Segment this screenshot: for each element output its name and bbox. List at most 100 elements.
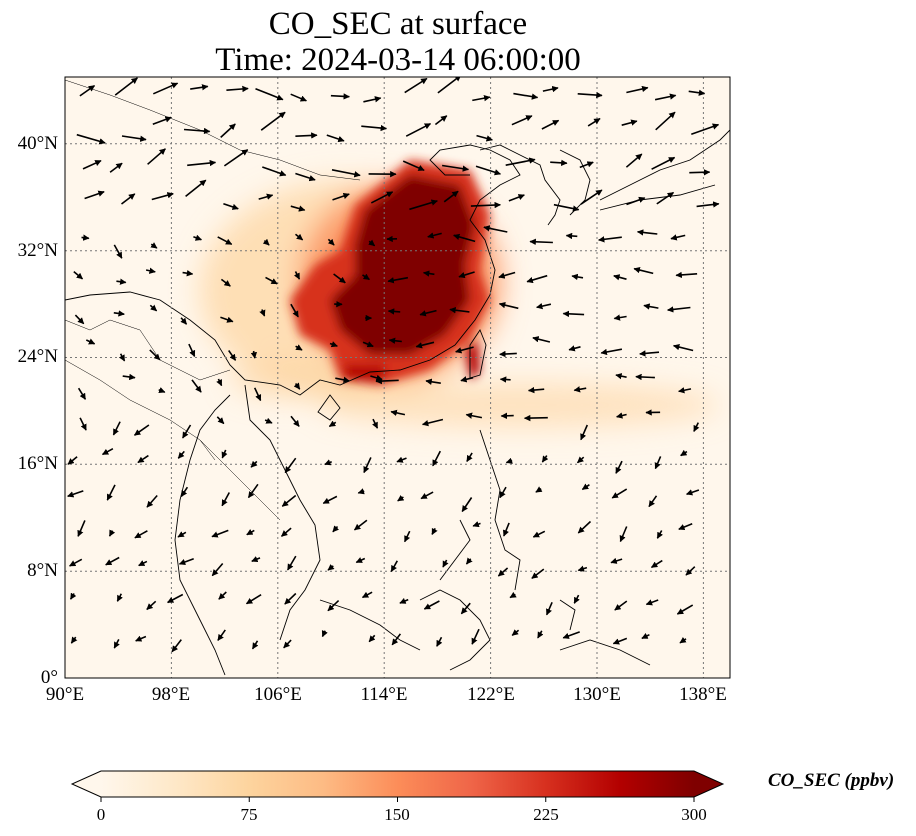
wind-arrow xyxy=(284,592,297,605)
wind-arrow xyxy=(370,191,394,204)
wind-arrow xyxy=(655,111,676,131)
wind-arrow xyxy=(550,159,568,167)
wind-arrow xyxy=(455,346,474,354)
wind-arrow xyxy=(79,417,87,431)
wind-arrow xyxy=(333,273,346,284)
wind-arrow xyxy=(250,350,258,359)
wind-arrow xyxy=(693,422,700,432)
wind-arrow xyxy=(678,522,693,531)
wind-arrow xyxy=(523,414,548,422)
wind-arrow xyxy=(598,236,622,243)
wind-arrow xyxy=(511,629,520,637)
wind-arrow xyxy=(472,521,481,528)
wind-arrow xyxy=(636,229,658,236)
wind-arrow xyxy=(498,271,516,279)
wind-arrow xyxy=(396,456,407,463)
wind-arrow xyxy=(497,567,509,577)
wind-arrow xyxy=(696,201,720,208)
wind-arrow xyxy=(509,591,517,599)
x-tick-label: 106°E xyxy=(254,684,302,705)
wind-arrow xyxy=(499,486,507,499)
wind-arrow xyxy=(404,77,428,94)
wind-arrow xyxy=(419,309,437,317)
map-frame xyxy=(64,76,731,679)
wind-arrow xyxy=(402,160,425,172)
wind-arrow xyxy=(287,555,297,571)
x-tick-label: 138°E xyxy=(679,684,727,705)
wind-arrow xyxy=(167,593,184,604)
wind-arrow xyxy=(228,350,237,361)
wind-arrow xyxy=(135,635,147,642)
wind-arrow xyxy=(670,234,686,241)
wind-arrow xyxy=(577,91,603,99)
wind-arrow xyxy=(535,486,543,493)
wind-arrow xyxy=(218,591,227,600)
wind-arrow xyxy=(327,564,335,571)
wind-arrow xyxy=(391,633,402,646)
wind-arrow xyxy=(399,597,409,604)
x-tick-label: 130°E xyxy=(573,684,621,705)
wind-arrow xyxy=(635,373,655,381)
wind-arrow xyxy=(372,418,379,429)
wind-arrow xyxy=(425,378,441,385)
wind-arrow xyxy=(180,486,189,498)
wind-arrow xyxy=(113,244,123,259)
wind-arrow xyxy=(580,424,589,441)
wind-arrow xyxy=(70,636,78,644)
wind-arrow xyxy=(513,92,539,100)
wind-arrow xyxy=(223,202,239,210)
wind-vectors xyxy=(67,77,720,653)
x-tick-label: 122°E xyxy=(467,684,515,705)
wind-arrow xyxy=(626,85,649,94)
wind-arrow xyxy=(328,420,337,428)
wind-arrow xyxy=(434,115,448,126)
wind-arrow xyxy=(220,316,234,323)
wind-arrow xyxy=(390,409,406,417)
wind-arrow xyxy=(74,314,85,325)
wind-arrow xyxy=(654,456,662,470)
wind-arrow xyxy=(600,348,623,356)
wind-arrow xyxy=(211,529,229,538)
wind-arrow xyxy=(651,156,676,170)
wind-arrow xyxy=(685,489,700,496)
wind-arrow xyxy=(152,116,172,126)
wind-arrow xyxy=(420,491,434,500)
wind-arrow xyxy=(529,238,553,246)
wind-arrow xyxy=(691,123,720,136)
wind-arrow xyxy=(423,600,440,610)
wind-arrow xyxy=(73,270,84,280)
wind-arrow xyxy=(262,238,270,246)
wind-arrow xyxy=(573,594,580,604)
wind-arrow xyxy=(182,270,194,277)
wind-arrow xyxy=(259,309,266,317)
wind-arrow xyxy=(221,449,228,459)
wind-arrow xyxy=(573,386,587,393)
wind-arrow xyxy=(458,271,475,279)
wind-arrow xyxy=(327,600,340,612)
wind-arrow xyxy=(77,520,86,537)
wind-arrow xyxy=(216,378,223,387)
wind-arrow xyxy=(650,559,663,569)
wind-arrow xyxy=(476,134,493,142)
colorbar-gradient xyxy=(101,771,694,797)
wind-arrow xyxy=(577,520,592,534)
wind-arrow xyxy=(146,494,158,508)
wind-arrow xyxy=(499,350,517,358)
wind-arrow xyxy=(112,421,121,436)
wind-arrow xyxy=(427,232,442,239)
wind-arrow xyxy=(667,306,691,313)
wind-arrow xyxy=(284,457,297,474)
wind-arrow xyxy=(688,89,706,96)
wind-arrow xyxy=(294,233,304,241)
wind-arrow xyxy=(253,387,262,402)
wind-arrow xyxy=(541,119,560,130)
wind-arrow xyxy=(415,341,435,349)
wind-arrow xyxy=(152,82,179,95)
wind-arrow xyxy=(353,519,368,531)
wind-arrow xyxy=(216,416,225,425)
wind-arrow xyxy=(280,527,292,537)
wind-arrow xyxy=(158,387,166,394)
wind-arrow xyxy=(526,274,548,284)
wind-arrow xyxy=(461,497,473,513)
wind-arrow xyxy=(146,600,157,611)
